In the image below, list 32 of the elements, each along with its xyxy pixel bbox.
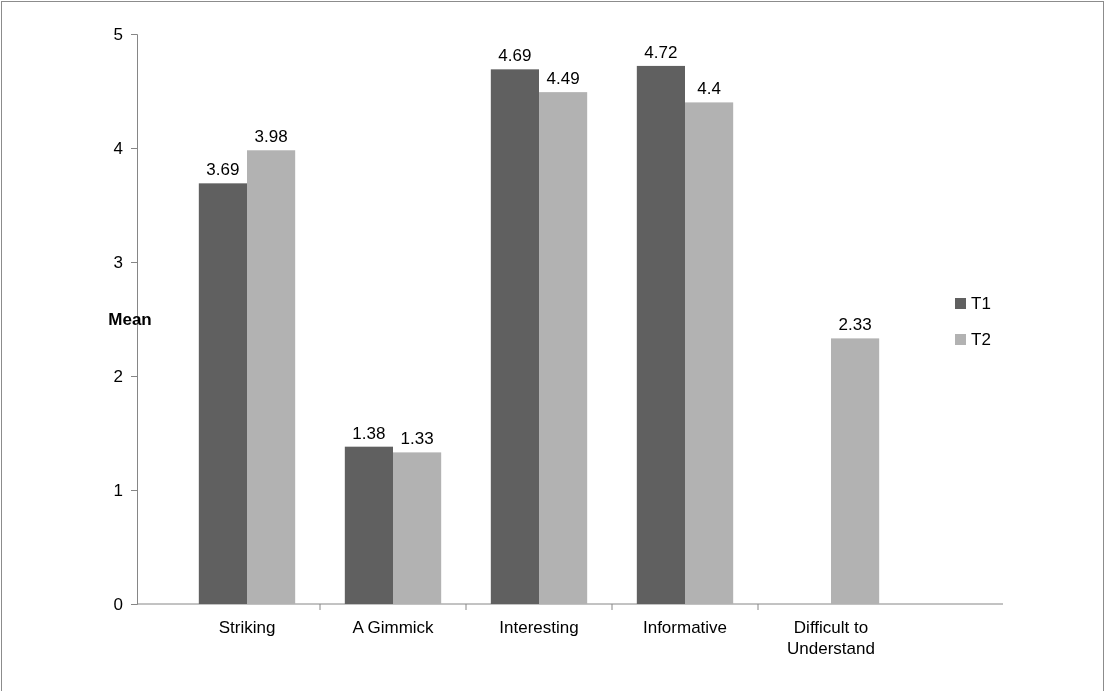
bar (539, 92, 588, 604)
x-tick-label: Striking (218, 618, 276, 637)
bar (344, 446, 393, 604)
x-tick-label: Difficult to Understand (787, 618, 875, 658)
data-label: 1.33 (400, 429, 434, 449)
legend-label: T1 (971, 294, 991, 313)
y-tick-label: 4 (113, 138, 123, 158)
data-label: 3.98 (254, 127, 288, 147)
data-label: 1.38 (352, 423, 386, 443)
bar (247, 150, 296, 604)
bar (685, 102, 734, 604)
data-label: 4.4 (697, 79, 721, 99)
data-label: 4.69 (498, 46, 532, 66)
y-tick-label: 0 (113, 594, 123, 614)
data-label: 3.69 (206, 160, 240, 180)
y-tick-label: 2 (113, 366, 123, 386)
bar (393, 452, 442, 604)
y-axis-title: Mean (108, 310, 152, 329)
data-label: 2.33 (838, 315, 872, 335)
y-tick-label: 3 (113, 252, 123, 272)
bar (198, 183, 247, 604)
x-tick-label: Informative (642, 618, 728, 637)
bar (831, 338, 880, 604)
bar (490, 69, 539, 604)
y-tick-label: 5 (113, 24, 123, 44)
bar (636, 65, 685, 604)
legend-label: T2 (971, 330, 991, 349)
data-label: 4.49 (546, 69, 580, 89)
x-tick-label: A Gimmick (352, 618, 435, 637)
data-label: 4.72 (644, 42, 678, 62)
y-tick-label: 1 (113, 480, 123, 500)
x-tick-label: Interesting (499, 618, 579, 637)
